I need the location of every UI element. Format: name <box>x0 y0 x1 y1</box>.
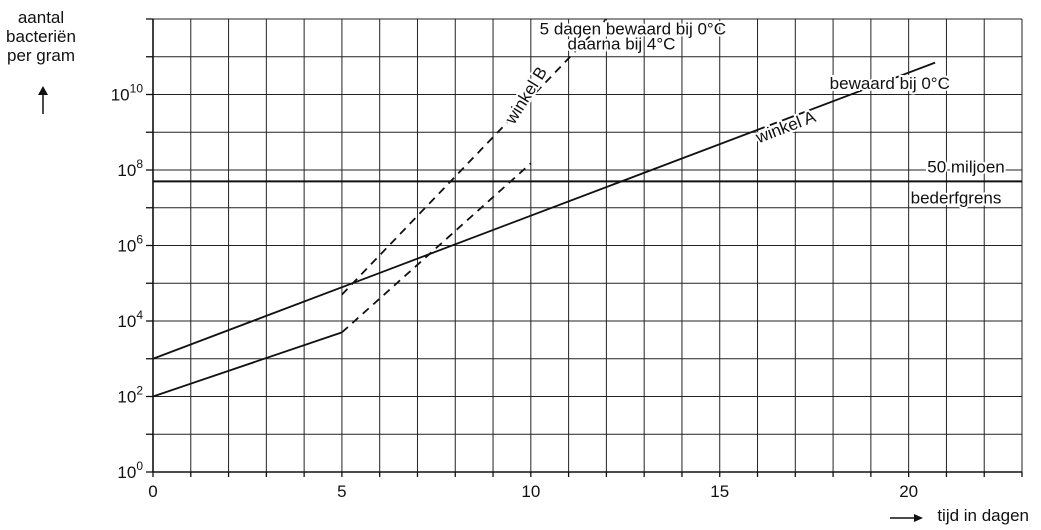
x-tick-label: 10 <box>521 482 540 501</box>
y-tick-label: 104 <box>117 308 143 331</box>
series-line-winkel-b-solid <box>152 331 343 398</box>
annotations: 50 miljoen bederfgrens bewaard bij 0°C 5 da… <box>499 17 1007 209</box>
grid <box>153 18 1023 472</box>
reference-label-bottom: bederfgrens <box>911 188 1002 207</box>
annotation-text: bewaard bij 0°C <box>830 74 950 93</box>
x-axis-arrow-icon <box>890 514 923 522</box>
y-axis-label-line-3: per gram <box>6 46 76 65</box>
y-tick-label: 1010 <box>111 82 144 105</box>
reference-label-top: 50 miljoen <box>927 157 1005 176</box>
y-axis-label-line-2: bacteriën <box>6 27 76 46</box>
y-tick-label: 100 <box>117 459 143 482</box>
series-line-winkel-b-dashed <box>341 162 532 334</box>
series-lines <box>152 18 1022 398</box>
y-tick-label: 102 <box>117 384 143 407</box>
annotation-text: 5 dagen bewaard bij 0°C <box>540 19 726 38</box>
y-axis-arrow-icon <box>38 86 48 114</box>
series-label: winkel B <box>501 63 551 128</box>
series-line-winkel-a-solid <box>152 61 936 360</box>
tick-labels: 0 5 10 15 20 100 102 104 106 108 1010 <box>111 82 918 502</box>
series-line-winkel-a-dashed <box>341 18 608 296</box>
x-axis-label: tijd in dagen <box>937 506 1029 525</box>
y-tick-label: 106 <box>117 233 143 256</box>
x-tick-label: 20 <box>899 482 918 501</box>
series-label: winkel A <box>752 107 819 148</box>
y-axis-label-line-1: aantal <box>17 8 65 27</box>
x-tick-label: 5 <box>337 482 346 501</box>
annotation-text: daarna bij 4°C <box>568 35 676 54</box>
x-tick-label: 0 <box>148 482 157 501</box>
y-tick-label: 108 <box>117 157 143 180</box>
x-tick-label: 15 <box>710 482 729 501</box>
